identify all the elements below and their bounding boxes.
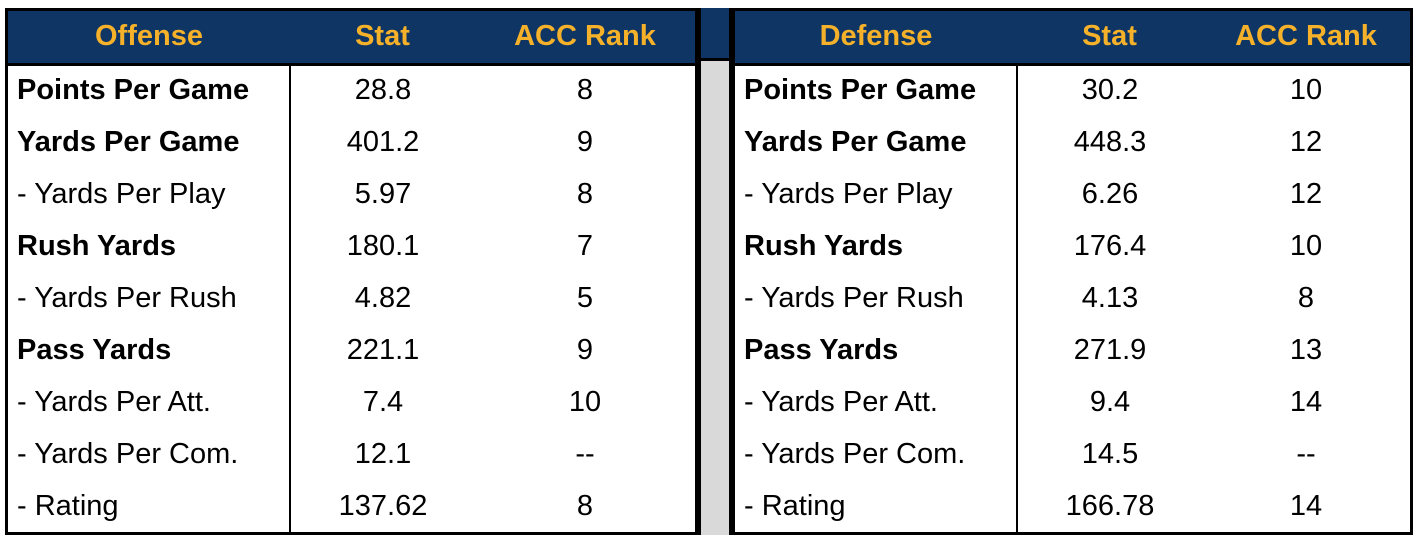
row-label: Points Per Game [8,64,291,116]
acc-rank-value: 13 [1289,333,1323,366]
acc-rank-value: 9 [576,125,594,158]
row-label: - Yards Per Play [8,168,291,220]
row-label: - Yards Per Play [735,168,1018,220]
row-label: Yards Per Game [8,116,291,168]
table-row: - Yards Per Com. 14.5 -- [735,428,1410,480]
table-row: - Yards Per Com. 12.1 -- [8,428,695,480]
table-row: - Yards Per Play 5.97 8 [8,168,695,220]
acc-rank-value: -- [575,437,595,470]
acc-rank-value: 10 [1289,74,1323,107]
acc-rank-value: 10 [1289,229,1323,262]
defense-header-row: Defense Stat ACC Rank [735,11,1410,66]
offense-table: Offense Stat ACC Rank Points Per Game 28.… [8,11,695,532]
column-header-stat: Stat [1017,11,1202,66]
acc-rank-value: 8 [1297,281,1315,314]
row-label: Pass Yards [8,324,291,376]
acc-rank-value: 12 [1289,177,1323,210]
stat-value: 6.26 [1081,177,1139,210]
row-label: - Yards Per Rush [8,272,291,324]
row-label: - Yards Per Com. [735,428,1018,480]
row-label: - Yards Per Com. [8,428,291,480]
table-row: - Rating 166.78 14 [735,480,1410,532]
acc-rank-value: 12 [1289,125,1323,158]
row-label: - Yards Per Rush [735,272,1018,324]
stat-value: 166.78 [1065,489,1155,522]
row-label: - Yards Per Att. [8,376,291,428]
table-divider [698,8,732,535]
acc-rank-value: 8 [576,489,594,522]
column-header-category: Defense [735,11,1017,66]
stat-value: 7.4 [362,385,404,418]
defense-panel: Defense Stat ACC Rank Points Per Game 30.… [732,8,1413,535]
row-label: Rush Yards [8,220,291,272]
stat-value: 176.4 [1073,229,1147,262]
stat-value: 448.3 [1073,125,1147,158]
acc-rank-value: -- [1296,437,1316,470]
divider-header-band [701,8,729,61]
offense-panel: Offense Stat ACC Rank Points Per Game 28.… [5,8,698,535]
stat-value: 28.8 [354,74,412,107]
stat-value: 14.5 [1081,437,1139,470]
row-label: Pass Yards [735,324,1018,376]
stat-value: 12.1 [354,437,412,470]
column-header-acc-rank: ACC Rank [1202,11,1410,66]
stat-value: 137.62 [338,489,428,522]
table-row: - Rating 137.62 8 [8,480,695,532]
stat-value: 30.2 [1081,74,1139,107]
acc-rank-value: 8 [576,177,594,210]
row-label: - Yards Per Att. [735,376,1018,428]
column-header-category: Offense [8,11,290,66]
acc-rank-value: 9 [576,333,594,366]
row-label: Yards Per Game [735,116,1018,168]
table-row: Points Per Game 30.2 10 [735,64,1410,116]
acc-rank-value: 14 [1289,385,1323,418]
row-label: Points Per Game [735,64,1018,116]
table-row: - Yards Per Att. 7.4 10 [8,376,695,428]
stat-value: 4.82 [354,281,412,314]
acc-rank-value: 14 [1289,489,1323,522]
acc-rank-value: 8 [576,74,594,107]
stat-value: 221.1 [346,333,420,366]
table-row: - Yards Per Rush 4.13 8 [735,272,1410,324]
table-row: Pass Yards 221.1 9 [8,324,695,376]
stat-value: 4.13 [1081,281,1139,314]
acc-rank-value: 5 [576,281,594,314]
offense-header-row: Offense Stat ACC Rank [8,11,695,66]
row-label: - Rating [8,480,291,532]
row-label: Rush Yards [735,220,1018,272]
column-header-acc-rank: ACC Rank [475,11,695,66]
table-row: Yards Per Game 401.2 9 [8,116,695,168]
stat-value: 401.2 [346,125,420,158]
acc-rank-value: 7 [576,229,594,262]
table-row: Rush Yards 176.4 10 [735,220,1410,272]
row-label: - Rating [735,480,1018,532]
defense-table: Defense Stat ACC Rank Points Per Game 30.… [735,11,1410,532]
stat-value: 9.4 [1089,385,1131,418]
table-row: - Yards Per Play 6.26 12 [735,168,1410,220]
table-row: - Yards Per Rush 4.82 5 [8,272,695,324]
acc-rank-value: 10 [568,385,602,418]
table-row: Points Per Game 28.8 8 [8,64,695,116]
stat-value: 271.9 [1073,333,1147,366]
stats-comparison: Offense Stat ACC Rank Points Per Game 28.… [5,8,1413,535]
column-header-stat: Stat [290,11,475,66]
stat-value: 180.1 [346,229,420,262]
table-row: Yards Per Game 448.3 12 [735,116,1410,168]
table-row: Pass Yards 271.9 13 [735,324,1410,376]
stat-value: 5.97 [354,177,412,210]
table-row: - Yards Per Att. 9.4 14 [735,376,1410,428]
table-row: Rush Yards 180.1 7 [8,220,695,272]
